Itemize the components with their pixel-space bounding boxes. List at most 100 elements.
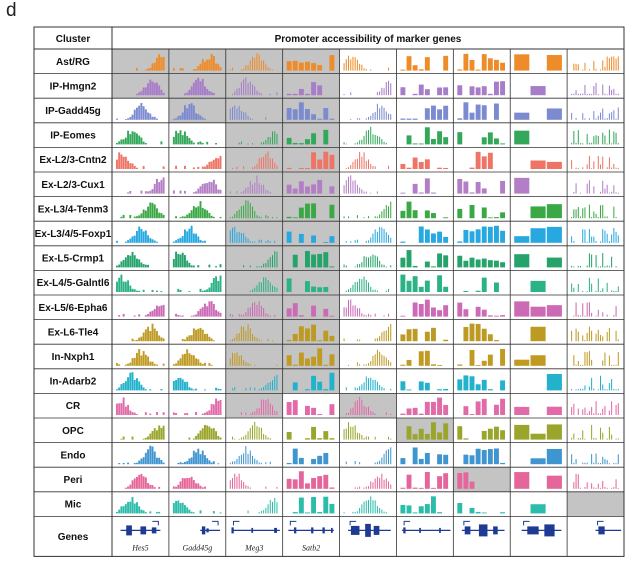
signal-bar: [617, 143, 619, 145]
signal-bar: [463, 102, 469, 120]
signal-bar: [219, 275, 222, 292]
signal-bar: [156, 430, 158, 440]
signal-bar: [597, 278, 599, 292]
signal-bar: [263, 156, 265, 169]
signal-bar: [229, 358, 231, 366]
signal-bar: [577, 331, 579, 342]
signal-bar: [374, 166, 376, 169]
highlight-cell: [225, 344, 283, 369]
signal-bar: [443, 137, 449, 145]
signal-bar: [120, 274, 123, 292]
signal-bar: [158, 306, 161, 317]
signal-bar: [199, 327, 202, 342]
signal-bar: [151, 239, 154, 243]
signal-bar: [144, 69, 147, 71]
signal-bar: [352, 305, 354, 317]
signal-bar: [345, 180, 347, 194]
signal-bar: [350, 408, 352, 415]
signal-bar: [611, 112, 613, 120]
signal-bar: [370, 69, 372, 71]
signal-bar: [365, 130, 367, 145]
signal-bar: [243, 112, 245, 120]
signal-bar: [388, 67, 390, 71]
signal-bar: [595, 135, 597, 145]
signal-bar: [400, 118, 406, 120]
signal-bar: [238, 106, 240, 120]
signal-bar: [138, 215, 141, 219]
signal-bar: [591, 359, 593, 366]
signal-bar: [604, 66, 606, 71]
signal-bar: [243, 233, 245, 243]
signal-bar: [615, 463, 617, 465]
signal-bar: [469, 414, 475, 415]
signal-bar: [400, 458, 406, 465]
signal-bar: [418, 351, 424, 366]
signal-bar: [208, 264, 211, 268]
signal-bar: [116, 142, 118, 145]
signal-bar: [323, 308, 329, 317]
signal-bar: [611, 290, 613, 292]
signal-bar: [147, 68, 150, 71]
signal-bar: [514, 130, 530, 145]
signal-bar: [343, 512, 345, 514]
signal-bar: [379, 336, 381, 342]
signal-bar: [604, 118, 606, 120]
signal-bar: [254, 210, 256, 219]
signal-bar: [286, 431, 292, 440]
signal-bar: [363, 501, 365, 514]
signal-bar: [217, 388, 220, 391]
signal-bar: [138, 259, 141, 268]
signal-bar: [162, 412, 165, 415]
signal-bar: [602, 84, 604, 96]
signal-bar: [443, 168, 449, 169]
signal-bar: [292, 188, 298, 194]
signal-bar: [481, 137, 487, 145]
cluster-row-tracks: [116, 126, 619, 145]
signal-bar: [383, 453, 385, 465]
signal-bar: [245, 388, 247, 391]
signal-bar: [156, 331, 158, 342]
signal-bar: [188, 335, 191, 342]
signal-bar: [608, 113, 610, 120]
signal-bar: [263, 510, 265, 514]
signal-bar: [272, 69, 274, 71]
signal-bar: [276, 364, 278, 366]
strand-arrow-icon: [152, 520, 159, 526]
signal-bar: [210, 282, 213, 292]
gene-exon: [493, 526, 498, 535]
signal-bar: [129, 484, 132, 489]
signal-bar: [463, 53, 469, 71]
signal-bar: [256, 175, 258, 194]
strand-arrow-icon: [403, 520, 411, 526]
signal-bar: [311, 305, 317, 317]
signal-bar: [162, 166, 165, 169]
signal-bar: [190, 210, 193, 219]
signal-bar: [546, 475, 562, 489]
signal-bar: [348, 299, 350, 317]
signal-bar: [240, 141, 242, 145]
signal-bar: [131, 131, 134, 145]
signal-bar: [546, 161, 562, 169]
signal-bar: [431, 138, 436, 145]
signal-bar: [160, 179, 163, 194]
signal-bar: [608, 192, 610, 194]
gene-model: [200, 520, 221, 535]
signal-bar: [359, 118, 361, 120]
signal-bar: [348, 412, 350, 415]
signal-bar: [412, 183, 418, 194]
signal-bar: [586, 133, 588, 145]
signal-bar: [184, 461, 186, 465]
signal-bar: [593, 111, 595, 120]
signal-bar: [580, 265, 582, 268]
signal-bar: [175, 413, 178, 415]
signal-bar: [206, 59, 209, 71]
signal-bar: [192, 450, 195, 465]
signal-bar: [292, 254, 298, 268]
gene-exon: [365, 523, 371, 537]
signal-bar: [190, 354, 193, 366]
signal-bar: [118, 152, 121, 169]
signal-bar: [232, 461, 234, 465]
signal-bar: [363, 256, 365, 268]
signal-bar: [608, 85, 610, 96]
signal-bar: [212, 428, 215, 440]
